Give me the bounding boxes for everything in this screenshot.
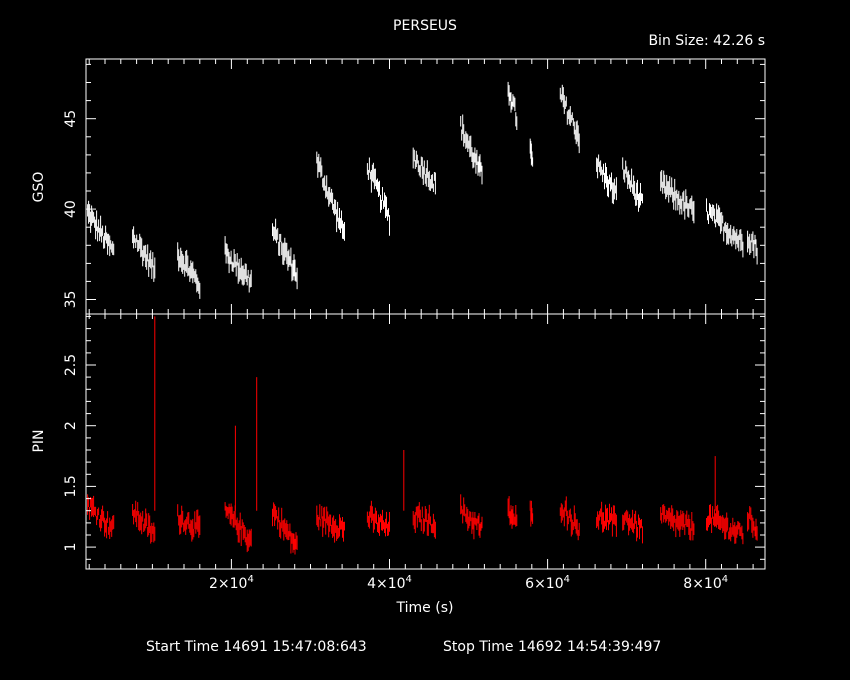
x-tick-label: 6×104 bbox=[525, 574, 570, 592]
x-tick-labels: 2×104 4×104 6×104 8×104 bbox=[209, 574, 728, 592]
start-time: Start Time 14691 15:47:08:643 bbox=[146, 639, 367, 655]
gso-panel: 35 40 45 GSO bbox=[31, 58, 766, 315]
pin-y-tick-label: 2 bbox=[63, 421, 79, 430]
x-tick-label: 2×104 bbox=[209, 574, 254, 592]
gso-y-ticks: 35 40 45 bbox=[63, 63, 765, 309]
pin-y-ticks: 1 1.5 2 2.5 bbox=[63, 315, 765, 560]
x-tick-label: 8×104 bbox=[683, 574, 728, 592]
pin-plot-frame bbox=[85, 313, 766, 570]
pin-panel: 1 1.5 2 2.5 PIN bbox=[31, 313, 766, 570]
gso-x-ticks bbox=[88, 59, 754, 314]
pin-y-tick-label: 1.5 bbox=[63, 475, 79, 497]
gso-y-axis-label: GSO bbox=[31, 172, 47, 203]
pin-y-tick-label: 2.5 bbox=[63, 354, 79, 376]
pin-x-ticks bbox=[88, 314, 754, 569]
pin-series bbox=[87, 316, 758, 555]
bin-size-label: Bin Size: 42.26 s bbox=[648, 33, 765, 49]
gso-y-tick-label: 35 bbox=[63, 291, 79, 309]
gso-series bbox=[87, 81, 758, 299]
gso-y-tick-label: 40 bbox=[63, 200, 79, 218]
chart-title: PERSEUS bbox=[393, 18, 457, 34]
stop-time: Stop Time 14692 14:54:39:497 bbox=[443, 639, 661, 655]
gso-y-tick-label: 45 bbox=[63, 110, 79, 128]
pin-y-tick-label: 1 bbox=[63, 543, 79, 552]
x-axis-label: Time (s) bbox=[396, 600, 454, 616]
pin-y-axis-label: PIN bbox=[31, 429, 47, 452]
x-tick-label: 4×104 bbox=[367, 574, 412, 592]
